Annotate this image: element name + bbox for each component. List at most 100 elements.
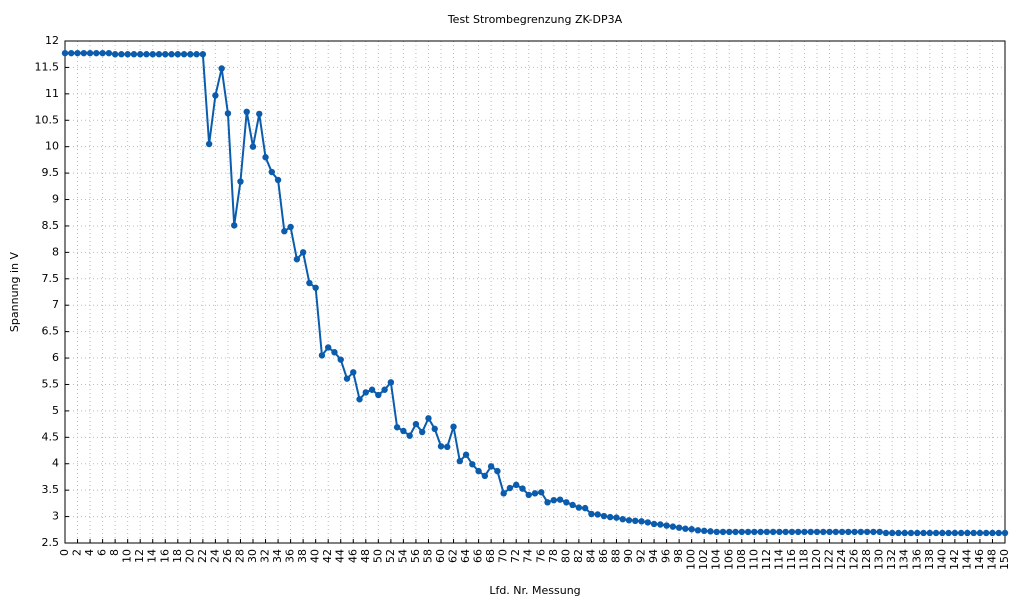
data-point xyxy=(920,529,927,537)
x-tick-label: 128 xyxy=(860,549,873,570)
x-tick-label: 30 xyxy=(246,549,259,563)
data-point xyxy=(218,65,225,72)
data-point xyxy=(863,528,871,536)
data-point xyxy=(632,517,639,525)
x-tick-label: 60 xyxy=(434,549,447,563)
y-tick-label: 3 xyxy=(52,510,59,523)
x-tick-label: 126 xyxy=(848,549,861,570)
data-point xyxy=(193,51,200,58)
data-point xyxy=(738,528,745,536)
x-tick-label: 76 xyxy=(534,549,547,563)
data-point xyxy=(688,526,695,533)
data-point xyxy=(575,504,583,511)
data-point xyxy=(174,51,181,58)
plot-frame xyxy=(64,40,1006,544)
x-tick-label: 100 xyxy=(685,549,698,570)
x-tick-label: 150 xyxy=(998,549,1011,570)
x-tick-label: 98 xyxy=(672,549,685,563)
data-point xyxy=(162,51,169,58)
data-point xyxy=(594,511,601,518)
data-point xyxy=(187,51,194,58)
data-point xyxy=(249,143,257,150)
data-point xyxy=(889,529,896,537)
data-point xyxy=(143,51,150,58)
data-point xyxy=(368,386,376,393)
x-tick-label: 40 xyxy=(309,549,322,563)
x-tick-label: 28 xyxy=(233,549,246,563)
x-tick-label: 130 xyxy=(873,549,886,570)
data-point xyxy=(256,110,263,118)
data-point xyxy=(180,51,188,58)
x-tick-label: 132 xyxy=(885,549,898,570)
x-tick-label: 108 xyxy=(735,549,748,570)
data-point xyxy=(105,49,113,57)
data-point xyxy=(663,522,670,529)
data-point xyxy=(124,51,131,58)
data-point xyxy=(130,51,138,58)
data-point xyxy=(456,457,463,465)
data-point xyxy=(475,467,482,475)
y-tick-label: 11 xyxy=(45,87,59,100)
data-point xyxy=(362,389,369,396)
x-tick-label: 14 xyxy=(146,549,159,563)
data-point xyxy=(625,517,633,524)
x-tick-label: 16 xyxy=(158,549,171,563)
data-point xyxy=(669,523,677,530)
data-point xyxy=(826,528,833,536)
x-tick-label: 140 xyxy=(935,549,948,570)
x-tick-label: 94 xyxy=(647,549,660,563)
data-point xyxy=(989,529,996,537)
data-point xyxy=(870,528,877,536)
data-point xyxy=(757,528,764,536)
data-point xyxy=(675,524,683,531)
y-tick-label: 10 xyxy=(45,140,59,153)
data-point xyxy=(820,528,827,536)
x-tick-label: 114 xyxy=(772,549,785,570)
data-point xyxy=(513,481,520,489)
data-point xyxy=(469,461,476,468)
data-point xyxy=(964,529,971,537)
x-tick-label: 20 xyxy=(183,549,196,563)
data-point xyxy=(375,391,382,399)
data-point xyxy=(86,49,94,57)
data-point xyxy=(400,427,407,435)
data-point xyxy=(237,178,244,185)
data-point xyxy=(945,529,952,537)
x-tick-label: 58 xyxy=(421,549,434,563)
data-point xyxy=(776,528,783,536)
data-point xyxy=(845,528,852,536)
data-point xyxy=(243,108,250,116)
x-tick-label: 44 xyxy=(334,549,347,563)
data-point xyxy=(318,352,326,359)
data-point xyxy=(205,140,213,148)
data-point xyxy=(155,51,163,58)
data-point xyxy=(331,349,338,356)
x-tick-label: 80 xyxy=(559,549,572,563)
data-point xyxy=(538,489,545,496)
data-point xyxy=(1001,529,1009,537)
data-point xyxy=(412,420,420,428)
x-tick-label: 144 xyxy=(960,549,973,570)
data-point xyxy=(976,529,984,537)
data-point xyxy=(914,529,921,537)
data-point xyxy=(274,176,282,184)
x-tick-label: 24 xyxy=(208,549,221,563)
data-point xyxy=(895,529,902,537)
data-point xyxy=(387,379,395,386)
data-point xyxy=(306,279,313,287)
data-point xyxy=(682,525,689,532)
data-point xyxy=(168,51,175,58)
data-point xyxy=(707,528,714,535)
data-point xyxy=(312,284,319,291)
x-tick-label: 54 xyxy=(396,549,409,563)
y-tick-label: 8 xyxy=(52,245,59,258)
data-point xyxy=(901,529,908,537)
y-tick-label: 9 xyxy=(52,193,59,206)
x-tick-label: 62 xyxy=(447,549,460,563)
data-point xyxy=(406,432,413,439)
data-point xyxy=(111,51,119,58)
data-point xyxy=(343,375,351,382)
data-point xyxy=(788,528,796,536)
data-point xyxy=(769,528,777,536)
